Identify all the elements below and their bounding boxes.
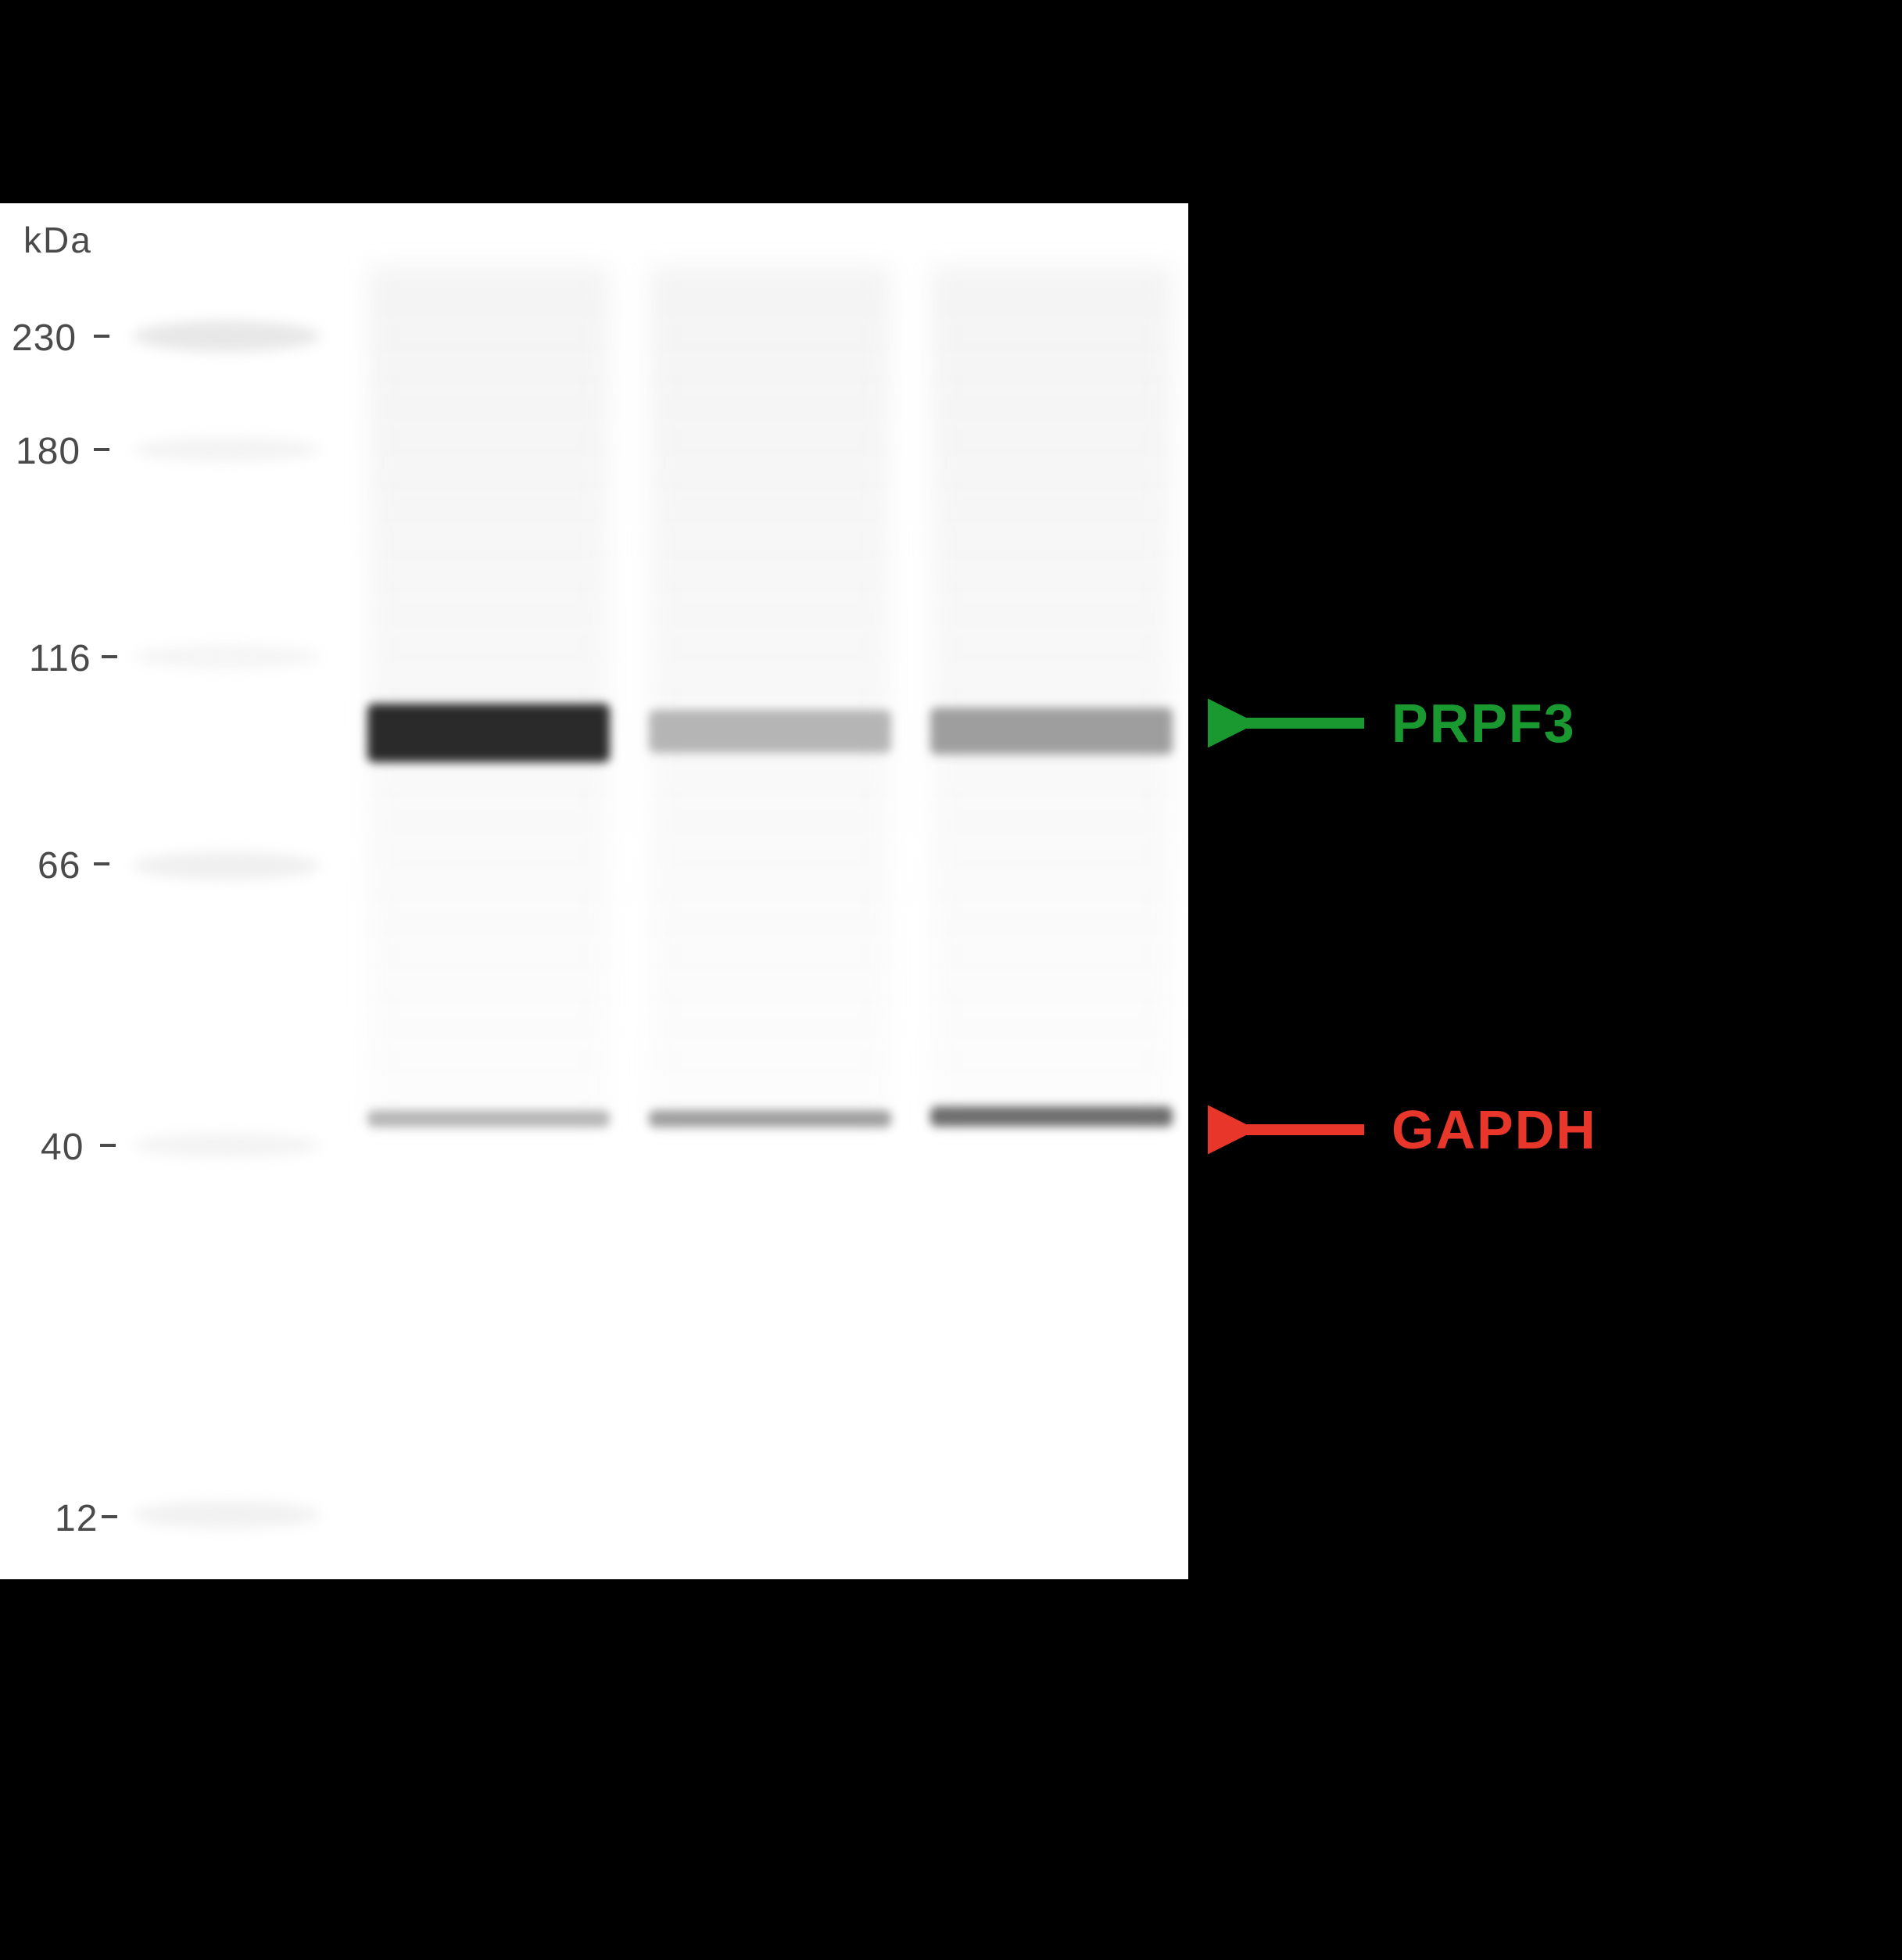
- prpf3-label: PRPF3: [1392, 692, 1576, 754]
- ladder-band: [133, 1134, 321, 1157]
- ladder-band: [133, 852, 321, 880]
- kda-unit-label: kDa: [23, 219, 92, 261]
- prpf3-band-lane2: [367, 704, 610, 762]
- mw-tick: [94, 335, 109, 338]
- ladder-band: [133, 1501, 321, 1528]
- mw-marker-66: 66: [38, 844, 81, 887]
- ladder-band: [133, 645, 321, 668]
- lane-smear: [367, 266, 610, 1126]
- mw-marker-40: 40: [41, 1126, 84, 1169]
- mw-tick: [100, 1144, 116, 1147]
- western-blot-panel: kDa 230 180 116 66 40 12: [0, 203, 1188, 1579]
- prpf3-arrow-icon: [1208, 692, 1380, 754]
- prpf3-band-lane4: [930, 708, 1173, 754]
- mw-marker-12: 12: [55, 1497, 98, 1540]
- mw-marker-230: 230: [12, 317, 77, 360]
- mw-tick: [102, 655, 117, 658]
- lane-smear: [649, 266, 891, 1126]
- mw-tick: [102, 1515, 117, 1518]
- gapdh-arrow-icon: [1208, 1098, 1380, 1161]
- mw-tick: [94, 862, 109, 865]
- ladder-band: [133, 321, 321, 352]
- prpf3-band-lane3: [649, 710, 891, 753]
- lane-smear: [930, 266, 1173, 1126]
- mw-marker-116: 116: [29, 637, 91, 680]
- gapdh-band-lane2: [367, 1110, 610, 1127]
- gapdh-band-lane3: [649, 1110, 891, 1127]
- gapdh-band-lane4: [930, 1106, 1173, 1127]
- mw-tick: [94, 448, 109, 451]
- ladder-band: [133, 438, 321, 461]
- mw-marker-180: 180: [16, 430, 81, 473]
- gapdh-label: GAPDH: [1392, 1098, 1597, 1161]
